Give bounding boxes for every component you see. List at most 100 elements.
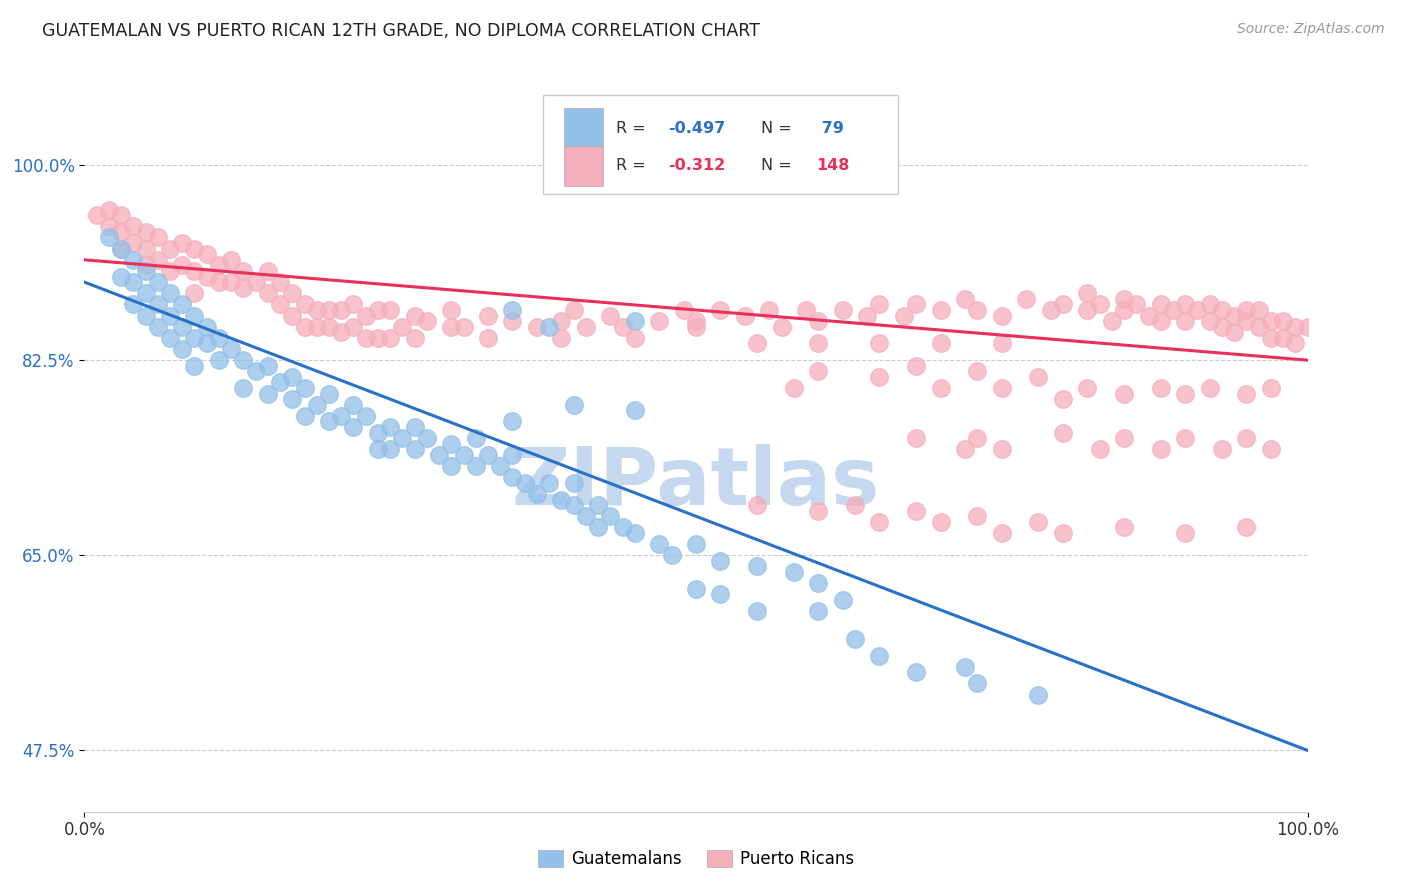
Point bbox=[367, 331, 389, 345]
Point bbox=[1076, 286, 1098, 301]
Point bbox=[294, 381, 316, 395]
Point bbox=[146, 230, 169, 244]
Point bbox=[110, 242, 132, 256]
Point bbox=[624, 403, 647, 417]
Point bbox=[783, 381, 806, 395]
Point bbox=[1260, 442, 1282, 457]
Point bbox=[183, 331, 205, 345]
Text: N =: N = bbox=[761, 159, 797, 173]
Point bbox=[1236, 303, 1258, 318]
Point bbox=[966, 676, 988, 690]
Text: -0.497: -0.497 bbox=[668, 120, 725, 136]
Point bbox=[305, 303, 328, 318]
Point bbox=[97, 230, 120, 244]
Point bbox=[1211, 442, 1233, 457]
Point bbox=[342, 297, 364, 311]
Point bbox=[612, 319, 634, 334]
Point bbox=[807, 336, 830, 351]
Point bbox=[807, 364, 830, 378]
Point bbox=[869, 648, 891, 663]
Point bbox=[281, 286, 304, 301]
Point bbox=[440, 303, 463, 318]
Point bbox=[159, 286, 181, 301]
Text: R =: R = bbox=[616, 120, 651, 136]
Point bbox=[1211, 303, 1233, 318]
Point bbox=[905, 297, 928, 311]
Point bbox=[1223, 309, 1246, 323]
Point bbox=[269, 275, 291, 289]
Point bbox=[562, 475, 585, 490]
Point bbox=[1296, 319, 1319, 334]
Point bbox=[1114, 386, 1136, 401]
Point bbox=[1174, 297, 1197, 311]
Point bbox=[929, 515, 952, 529]
Point bbox=[661, 548, 683, 563]
Point bbox=[146, 252, 169, 267]
Point bbox=[575, 509, 598, 524]
Point bbox=[342, 398, 364, 412]
Point bbox=[685, 582, 707, 596]
Point bbox=[453, 448, 475, 462]
Point bbox=[538, 319, 561, 334]
Point bbox=[257, 359, 280, 373]
Point bbox=[991, 336, 1014, 351]
Point bbox=[831, 593, 853, 607]
Point bbox=[208, 275, 231, 289]
Point bbox=[586, 520, 609, 534]
Point bbox=[195, 336, 218, 351]
Point bbox=[380, 442, 402, 457]
Point bbox=[905, 665, 928, 680]
FancyBboxPatch shape bbox=[564, 146, 603, 186]
Point bbox=[1088, 297, 1111, 311]
Point bbox=[747, 498, 769, 512]
Point bbox=[709, 303, 731, 318]
Point bbox=[1150, 314, 1173, 328]
Point bbox=[599, 509, 621, 524]
Point bbox=[1028, 515, 1050, 529]
Point bbox=[195, 269, 218, 284]
Point bbox=[1052, 297, 1074, 311]
Point bbox=[807, 576, 830, 591]
Point bbox=[281, 370, 304, 384]
Point bbox=[305, 398, 328, 412]
Point bbox=[966, 303, 988, 318]
Text: ZIPatlas: ZIPatlas bbox=[512, 444, 880, 523]
Point bbox=[709, 554, 731, 568]
Point bbox=[807, 314, 830, 328]
Point bbox=[135, 286, 157, 301]
Point bbox=[1174, 314, 1197, 328]
Point bbox=[844, 632, 866, 646]
Point bbox=[330, 409, 353, 423]
Point bbox=[893, 309, 915, 323]
Point bbox=[1088, 442, 1111, 457]
Point bbox=[122, 236, 145, 251]
Point bbox=[489, 459, 512, 474]
Point bbox=[477, 448, 499, 462]
Point bbox=[550, 331, 572, 345]
Point bbox=[966, 431, 988, 445]
Point bbox=[135, 242, 157, 256]
Point bbox=[1161, 303, 1184, 318]
Point bbox=[1174, 386, 1197, 401]
Point bbox=[1284, 336, 1306, 351]
Point bbox=[1260, 331, 1282, 345]
Point bbox=[1076, 381, 1098, 395]
Point bbox=[991, 442, 1014, 457]
Point bbox=[513, 475, 536, 490]
Point bbox=[122, 252, 145, 267]
Point bbox=[269, 297, 291, 311]
Point bbox=[966, 509, 988, 524]
Point bbox=[305, 319, 328, 334]
Point bbox=[172, 297, 194, 311]
Point bbox=[905, 359, 928, 373]
Point bbox=[869, 370, 891, 384]
Point bbox=[318, 319, 340, 334]
Point bbox=[599, 309, 621, 323]
Point bbox=[1174, 431, 1197, 445]
Point bbox=[232, 381, 254, 395]
Point bbox=[122, 275, 145, 289]
Point bbox=[1236, 520, 1258, 534]
Point bbox=[440, 319, 463, 334]
Point bbox=[172, 259, 194, 273]
Point bbox=[146, 319, 169, 334]
